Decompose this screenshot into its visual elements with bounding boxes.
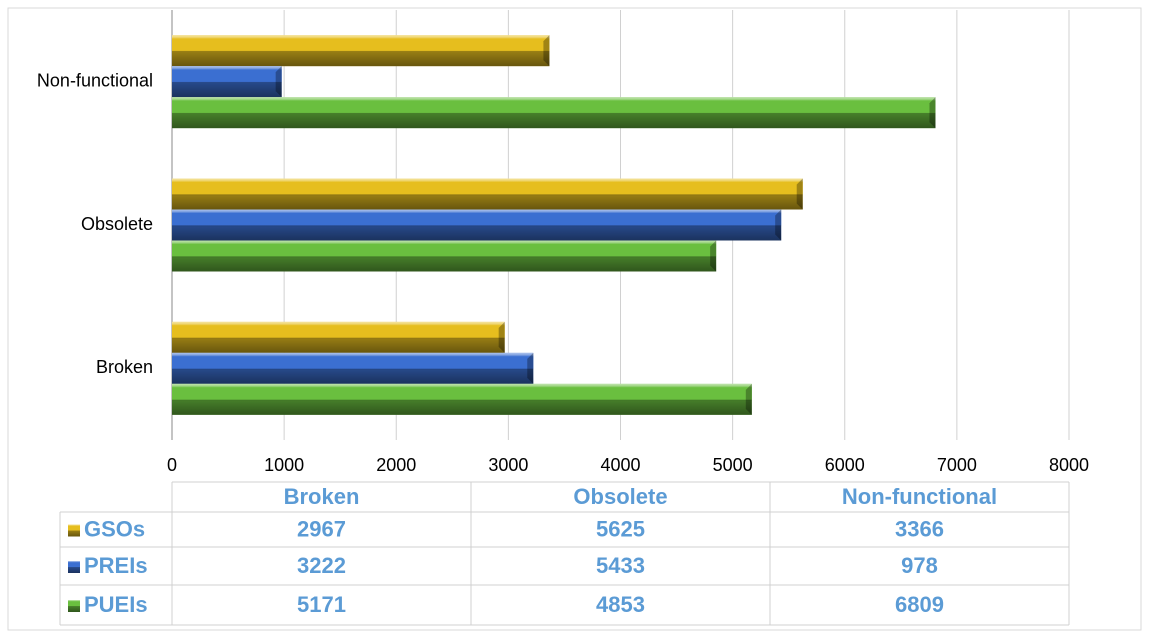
table-header: Broken <box>284 484 360 509</box>
bar-shade <box>172 321 505 353</box>
table-value: 3366 <box>895 516 944 541</box>
legend-key-shade <box>68 524 80 537</box>
bar-cap <box>929 97 936 129</box>
legend-label: GSOs <box>84 516 145 541</box>
x-tick-label: 8000 <box>1049 455 1089 475</box>
x-tick-label: 5000 <box>713 455 753 475</box>
bar-cap <box>710 240 717 272</box>
table-value: 5625 <box>596 516 645 541</box>
table-value: 5171 <box>297 592 346 617</box>
table-value: 3222 <box>297 553 346 578</box>
bar-cap <box>775 209 782 241</box>
x-tick-label: 2000 <box>376 455 416 475</box>
table-value: 6809 <box>895 592 944 617</box>
y-tick-label: Obsolete <box>81 214 153 234</box>
x-tick-label: 3000 <box>488 455 528 475</box>
table-value: 978 <box>901 553 938 578</box>
bar-cap <box>275 66 282 98</box>
bar-shade <box>172 383 752 415</box>
table-header: Non-functional <box>842 484 997 509</box>
bar-cap <box>543 35 550 67</box>
bar-shade <box>172 66 282 98</box>
x-tick-label: 7000 <box>937 455 977 475</box>
legend-key-shade <box>68 600 80 612</box>
bar-shade <box>172 209 782 241</box>
chart-border <box>7 7 1142 631</box>
bar-shade <box>172 352 534 384</box>
legend-key-shade <box>68 561 80 573</box>
bar-shade <box>172 240 717 272</box>
table-header: Obsolete <box>573 484 667 509</box>
bar-cap <box>527 352 534 384</box>
x-tick-label: 1000 <box>264 455 304 475</box>
table-value: 2967 <box>297 516 346 541</box>
x-tick-label: 6000 <box>825 455 865 475</box>
bar-shade <box>172 97 936 129</box>
x-tick-label: 0 <box>167 455 177 475</box>
bar-shade <box>172 178 803 210</box>
table-value: 4853 <box>596 592 645 617</box>
bar-cap <box>498 321 505 353</box>
x-tick-label: 4000 <box>600 455 640 475</box>
y-tick-label: Broken <box>96 357 153 377</box>
legend-label: PREIs <box>84 553 148 578</box>
bar-shade <box>172 35 550 67</box>
bar-cap <box>745 383 752 415</box>
table-value: 5433 <box>596 553 645 578</box>
y-tick-label: Non-functional <box>37 70 153 90</box>
bar-cap <box>796 178 803 210</box>
legend-label: PUEIs <box>84 592 148 617</box>
